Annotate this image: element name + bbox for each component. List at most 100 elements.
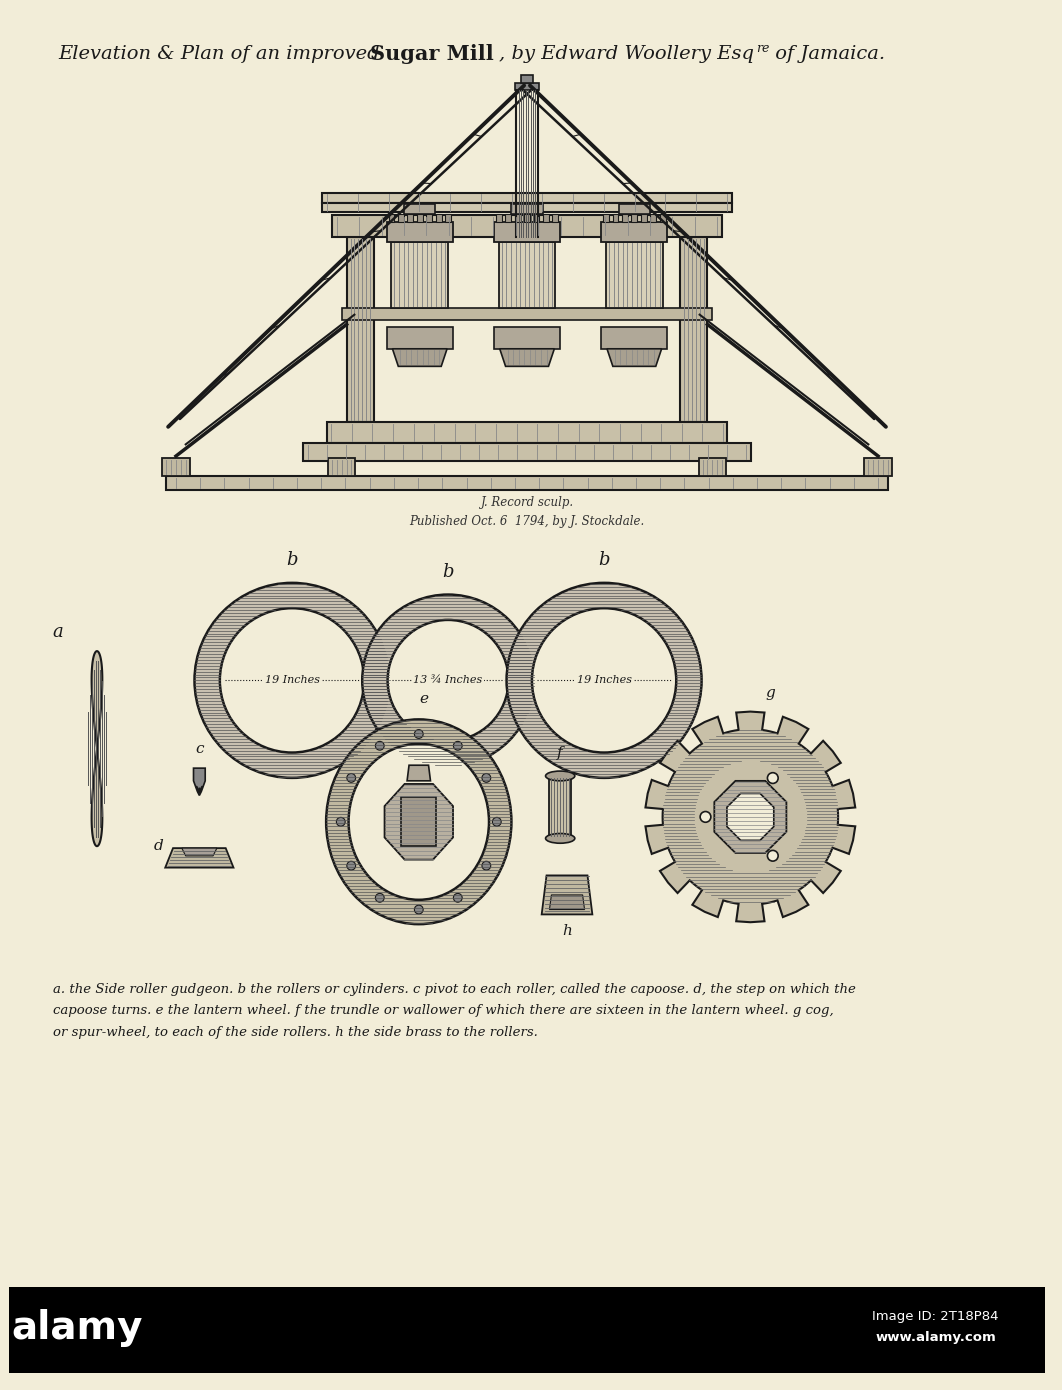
Circle shape xyxy=(375,894,384,902)
Text: g: g xyxy=(765,685,775,701)
Bar xyxy=(525,214,530,222)
Bar xyxy=(346,236,374,423)
Text: e: e xyxy=(419,692,428,706)
Circle shape xyxy=(347,862,356,870)
Bar xyxy=(640,214,647,222)
Text: a. the Side roller gudgeon. b the rollers or cylinders. c pivot to each roller, : a. the Side roller gudgeon. b the roller… xyxy=(53,983,856,995)
Text: J. Record sculp.: J. Record sculp. xyxy=(480,496,573,509)
Circle shape xyxy=(453,741,462,751)
Text: a: a xyxy=(53,623,64,641)
Bar xyxy=(619,204,650,214)
Bar xyxy=(515,82,538,90)
Bar xyxy=(387,328,452,349)
Circle shape xyxy=(362,595,534,766)
Bar xyxy=(606,242,663,307)
Bar xyxy=(405,204,435,214)
Bar xyxy=(494,222,560,242)
Text: Sugar Mill: Sugar Mill xyxy=(370,44,494,64)
Text: b: b xyxy=(442,563,453,581)
Bar xyxy=(387,222,452,242)
Bar xyxy=(435,214,442,222)
Circle shape xyxy=(414,730,423,738)
Bar xyxy=(426,214,432,222)
Bar xyxy=(416,214,423,222)
Bar xyxy=(660,214,666,222)
Bar xyxy=(552,214,559,222)
Bar xyxy=(328,459,356,475)
Bar xyxy=(622,214,628,222)
Polygon shape xyxy=(500,349,554,367)
Text: c: c xyxy=(195,742,204,756)
Text: re: re xyxy=(756,42,770,56)
Bar xyxy=(515,214,520,222)
Polygon shape xyxy=(549,895,584,909)
Text: Published Oct. 6  1794, by J. Stockdale.: Published Oct. 6 1794, by J. Stockdale. xyxy=(410,514,645,528)
Circle shape xyxy=(453,894,462,902)
Ellipse shape xyxy=(546,834,575,844)
Bar xyxy=(512,204,543,214)
Polygon shape xyxy=(607,349,662,367)
Bar xyxy=(303,443,751,461)
Text: Image ID: 2T18P84: Image ID: 2T18P84 xyxy=(872,1309,999,1323)
Bar xyxy=(322,193,732,203)
Circle shape xyxy=(220,609,364,752)
Polygon shape xyxy=(726,794,774,841)
Text: b: b xyxy=(287,552,297,569)
Bar xyxy=(408,214,413,222)
Text: alamy: alamy xyxy=(12,1309,143,1347)
Circle shape xyxy=(347,773,356,783)
Bar xyxy=(521,75,533,82)
Bar xyxy=(445,214,451,222)
Bar xyxy=(632,214,637,222)
Polygon shape xyxy=(401,798,436,847)
Bar xyxy=(10,1287,1045,1373)
Bar xyxy=(864,459,892,475)
Polygon shape xyxy=(407,766,430,781)
Circle shape xyxy=(482,773,491,783)
Bar xyxy=(601,222,667,242)
Bar xyxy=(601,328,667,349)
Circle shape xyxy=(768,851,778,862)
Circle shape xyxy=(493,817,501,826)
Polygon shape xyxy=(715,781,786,853)
Circle shape xyxy=(375,741,384,751)
Polygon shape xyxy=(193,769,205,795)
Text: capoose turns. e the lantern wheel. f the trundle or wallower of which there are: capoose turns. e the lantern wheel. f th… xyxy=(53,1004,834,1017)
Bar xyxy=(389,214,394,222)
Text: f: f xyxy=(558,746,563,760)
Bar xyxy=(398,214,404,222)
Ellipse shape xyxy=(348,744,489,899)
Polygon shape xyxy=(646,712,855,922)
Bar xyxy=(496,214,501,222)
Text: , by Edward Woollery Esq: , by Edward Woollery Esq xyxy=(499,46,754,64)
Ellipse shape xyxy=(546,771,575,781)
Bar xyxy=(543,214,549,222)
Text: 19 Inches: 19 Inches xyxy=(577,676,632,685)
Bar xyxy=(506,214,511,222)
Bar xyxy=(494,328,560,349)
Text: 19 Inches: 19 Inches xyxy=(264,676,320,685)
Bar xyxy=(533,214,539,222)
Bar xyxy=(327,423,727,443)
Text: h: h xyxy=(562,924,572,938)
Circle shape xyxy=(388,620,509,741)
Bar xyxy=(650,214,656,222)
Bar xyxy=(342,307,713,320)
Circle shape xyxy=(507,582,702,778)
Text: 13 ¾ Inches: 13 ¾ Inches xyxy=(413,676,482,685)
Bar xyxy=(699,459,726,475)
Text: of Jamaica.: of Jamaica. xyxy=(769,46,885,64)
Bar xyxy=(392,242,448,307)
Circle shape xyxy=(482,862,491,870)
Bar xyxy=(162,459,190,475)
Ellipse shape xyxy=(326,720,512,924)
Circle shape xyxy=(768,773,778,784)
Circle shape xyxy=(700,812,710,823)
Bar xyxy=(603,214,609,222)
Polygon shape xyxy=(384,784,453,859)
Text: d: d xyxy=(154,840,164,853)
Text: or spur-wheel, to each of the side rollers. h the side brass to the rollers.: or spur-wheel, to each of the side rolle… xyxy=(53,1026,538,1038)
Text: Elevation & Plan of an improved: Elevation & Plan of an improved xyxy=(58,46,386,64)
Polygon shape xyxy=(542,876,593,915)
Bar xyxy=(680,236,707,423)
